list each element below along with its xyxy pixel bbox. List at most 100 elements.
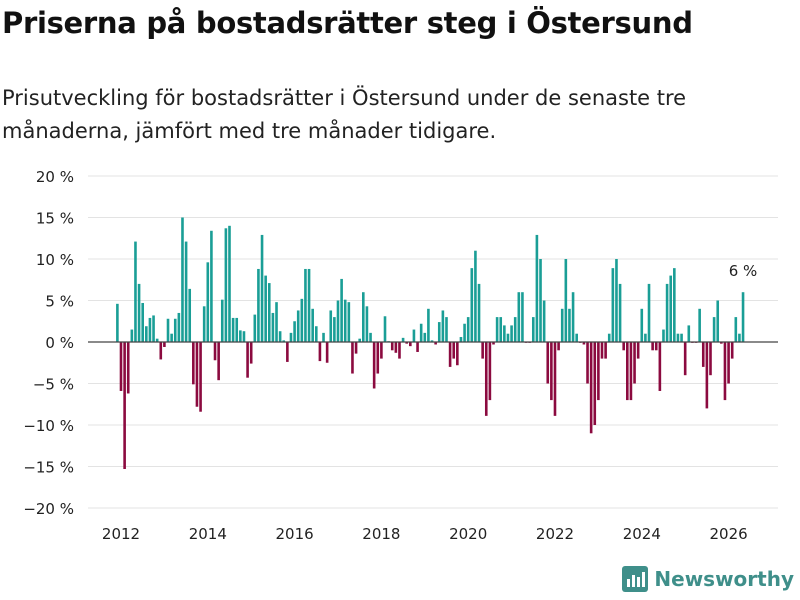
- bar: [296, 310, 300, 342]
- bar: [427, 308, 430, 342]
- bar: [738, 333, 741, 342]
- bar: [123, 342, 126, 469]
- bar: [513, 317, 517, 342]
- bar: [246, 342, 249, 378]
- chart-title: Priserna på bostadsrätter steg i Östersu…: [2, 6, 693, 40]
- bar: [282, 340, 286, 342]
- bar: [329, 310, 333, 342]
- bar: [506, 333, 510, 342]
- bar: [173, 318, 177, 342]
- bar: [589, 342, 593, 434]
- bar: [343, 299, 347, 342]
- x-tick-label: 2018: [362, 525, 400, 543]
- bar: [275, 302, 278, 342]
- bar: [441, 310, 445, 342]
- bar: [163, 342, 166, 347]
- bar: [734, 317, 738, 342]
- x-tick-label: 2024: [623, 525, 661, 543]
- bar: [184, 241, 188, 342]
- bar: [130, 329, 134, 342]
- x-tick-label: 2022: [536, 525, 574, 543]
- bar: [235, 317, 239, 342]
- bar: [484, 342, 488, 416]
- bar: [448, 342, 452, 367]
- bar: [166, 318, 170, 342]
- bar: [145, 326, 148, 342]
- x-tick-label: 2016: [276, 525, 314, 543]
- bar: [333, 317, 336, 342]
- bar: [669, 275, 673, 342]
- bar: [434, 342, 437, 345]
- newsworthy-logo-icon: [622, 566, 649, 592]
- bar: [481, 342, 484, 359]
- bar: [557, 342, 560, 351]
- bar: [683, 342, 687, 376]
- bar: [640, 308, 644, 342]
- bar: [188, 288, 192, 342]
- bar: [730, 342, 734, 359]
- bar: [633, 342, 636, 384]
- bar: [181, 217, 184, 342]
- bar: [409, 342, 412, 347]
- bar: [278, 331, 282, 342]
- bar: [419, 323, 423, 342]
- bar: [202, 306, 206, 342]
- bar: [126, 342, 130, 394]
- x-tick-label: 2014: [189, 525, 227, 543]
- y-tick-label: 5 %: [45, 293, 74, 311]
- bar: [720, 342, 723, 344]
- bar: [665, 283, 669, 342]
- y-tick-label: −10 %: [23, 417, 74, 435]
- bar: [314, 326, 318, 342]
- bar: [351, 342, 354, 374]
- bar: [293, 321, 296, 342]
- bar: [503, 325, 506, 342]
- x-tick-label: 2020: [449, 525, 487, 543]
- bar: [213, 342, 217, 361]
- bar: [300, 298, 304, 342]
- bar: [336, 300, 340, 342]
- bar: [369, 332, 372, 342]
- bar: [542, 300, 546, 342]
- bar: [539, 259, 542, 342]
- bar: [560, 308, 564, 342]
- bar: [398, 342, 401, 359]
- bar: [206, 262, 210, 342]
- bar: [673, 268, 676, 342]
- newsworthy-logo[interactable]: Newsworthy: [622, 566, 794, 592]
- bar: [195, 342, 199, 407]
- y-tick-label: 0 %: [45, 334, 74, 352]
- bar: [224, 228, 228, 342]
- bar: [564, 259, 568, 342]
- last-value-label: 6 %: [729, 262, 758, 280]
- x-tick-label: 2012: [102, 525, 140, 543]
- bar: [376, 342, 380, 374]
- bar: [220, 299, 224, 342]
- bar: [155, 338, 159, 342]
- bar: [231, 317, 235, 342]
- x-tick-label: 2026: [710, 525, 748, 543]
- bar: [510, 325, 513, 342]
- bar: [416, 342, 419, 352]
- bar: [405, 342, 409, 344]
- bar: [607, 333, 611, 342]
- bar: [517, 292, 521, 342]
- y-tick-label: 20 %: [36, 168, 74, 186]
- bar: [430, 340, 434, 342]
- bar: [423, 332, 427, 342]
- bar: [401, 337, 405, 342]
- bar: [141, 302, 145, 342]
- bar: [177, 312, 181, 342]
- bar: [626, 342, 629, 401]
- bar: [535, 234, 539, 342]
- chart-subtitle: Prisutveckling för bostadsrätter i Öster…: [2, 86, 687, 143]
- bar: [445, 317, 448, 342]
- bar: [553, 342, 557, 416]
- bar: [495, 317, 499, 342]
- y-tick-label: 15 %: [36, 210, 74, 228]
- bar: [600, 342, 604, 359]
- bar: [116, 303, 119, 342]
- bar: [249, 342, 253, 364]
- bar: [325, 342, 329, 363]
